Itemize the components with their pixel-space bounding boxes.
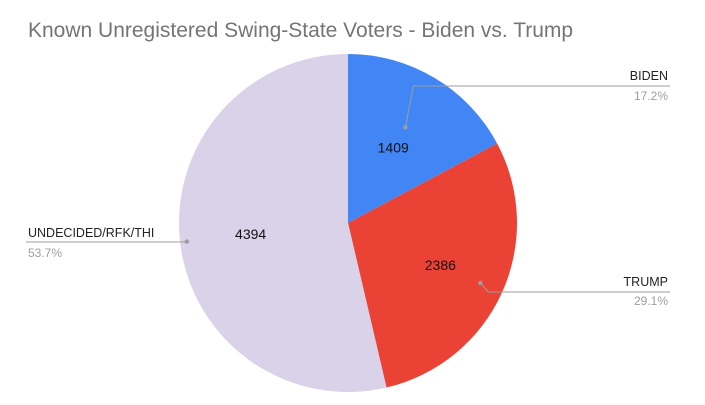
slice-value-undecided-rfk-thi: 4394 — [235, 226, 266, 242]
pie-slice-biden — [348, 54, 498, 223]
leader-line-trump — [479, 282, 670, 293]
pie-slice-trump — [348, 143, 517, 388]
leader-line-biden — [404, 85, 670, 128]
slice-labels: BIDEN 17.2% TRUMP 29.1% UNDECIDED/RFK/THI 53.… — [26, 69, 670, 308]
slice-percent-trump: 29.1% — [634, 294, 668, 308]
slice-percent-biden: 17.2% — [634, 89, 668, 103]
slice-value-trump: 2386 — [425, 257, 456, 273]
chart-title: Known Unregistered Swing-State Voters - … — [28, 19, 573, 42]
slice-percent-undecided-rfk-thi: 53.7% — [28, 246, 62, 260]
slice-label-undecided-rfk-thi: UNDECIDED/RFK/THI — [28, 226, 154, 240]
slice-values: 1409 2386 4394 — [235, 140, 456, 273]
slice-value-biden: 1409 — [378, 140, 409, 156]
slice-label-trump: TRUMP — [624, 275, 668, 289]
pie-slice-undecided-rfk-thi — [178, 54, 387, 393]
pie-slices — [178, 54, 517, 393]
leader-dot-biden — [403, 125, 408, 130]
slice-label-biden: BIDEN — [630, 69, 668, 83]
